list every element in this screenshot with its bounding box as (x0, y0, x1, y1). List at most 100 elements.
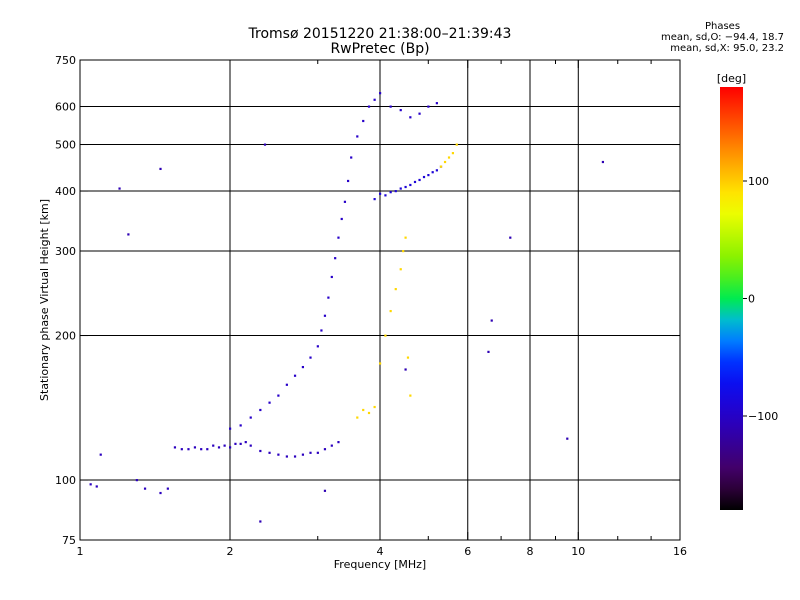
axis-ticks: 1 2 4 6 8 10 16 75 100 200 300 400 500 600 750 (55, 54, 687, 558)
x-tick-label: 10 (571, 545, 585, 558)
data-point-low-E-layer (234, 442, 237, 445)
data-point-X-mode-trace (439, 165, 443, 168)
data-point-F-layer-trace (418, 112, 421, 115)
data-point-low-E-layer (277, 453, 280, 456)
data-point-F-layer-trace (320, 329, 323, 332)
data-point-low-E-layer (249, 444, 252, 447)
data-point-low-E-layer (200, 448, 203, 451)
y-tick-label: 600 (55, 101, 76, 114)
y-tick-label: 500 (55, 139, 76, 152)
data-point-F-layer-cusp (427, 173, 430, 177)
data-point-low-E-layer (212, 444, 215, 447)
data-point-low-E-layer (244, 441, 247, 444)
data-point-F-layer-trace (343, 200, 347, 203)
colorbar-label: [deg] (717, 72, 746, 85)
data-point-F-layer-trace (350, 156, 353, 159)
data-point-outliers (127, 233, 130, 236)
colorbar-tick-label: 100 (748, 175, 769, 188)
y-tick-label: 75 (62, 534, 76, 547)
data-point-F-layer-trace (389, 105, 392, 108)
data-point-F-layer-trace (340, 217, 343, 221)
y-tick-label: 400 (55, 185, 76, 198)
data-point-F-layer-trace (323, 314, 327, 317)
data-point-low-E-layer (99, 453, 102, 456)
x-tick-label: 2 (227, 545, 234, 558)
data-point-X-mode-trace (404, 236, 407, 239)
data-point-outliers (490, 319, 493, 322)
data-point-low-E-layer (180, 448, 183, 451)
data-point-F-layer-cusp (404, 185, 407, 189)
data-point-F-layer-trace (229, 427, 232, 430)
data-point-outliers (118, 187, 121, 190)
scatter-points (89, 92, 605, 523)
phases-box: Phases mean, sd,O: −94.4, 18.7 mean, sd,… (661, 21, 784, 54)
x-tick-label: 16 (673, 545, 687, 558)
data-point-F-layer-cusp (422, 175, 426, 179)
chart-title: Tromsø 20151220 21:38:00–21:39:43 (248, 26, 512, 42)
data-point-F-layer-cusp (431, 171, 434, 174)
data-point-F-layer-trace (259, 408, 262, 412)
data-point-X-mode-trace (367, 411, 371, 415)
data-point-F-layer-trace (239, 424, 242, 427)
data-point-low-E-layer (193, 446, 197, 449)
y-tick-label: 300 (55, 245, 76, 258)
data-point-low-E-layer (309, 451, 312, 454)
data-point-F-layer-trace (427, 105, 430, 108)
data-point-F-layer-cusp (418, 178, 421, 182)
data-point-F-layer-cusp (409, 183, 412, 187)
data-point-F-layer-trace (373, 98, 376, 101)
data-point-X-mode-trace (373, 405, 376, 409)
phases-x-stat: mean, sd,X: 95.0, 23.2 (670, 43, 784, 54)
data-point-F-layer-trace (409, 116, 412, 119)
data-point-X-mode-trace (409, 394, 412, 397)
data-point-X-mode-trace (394, 288, 397, 291)
data-point-outliers (566, 437, 569, 440)
data-point-low-E-layer (229, 446, 232, 449)
phases-title: Phases (704, 21, 741, 32)
data-point-F-layer-trace (268, 401, 271, 404)
data-point-F-layer-trace (356, 135, 359, 138)
data-point-X-mode-trace (384, 334, 387, 337)
data-point-low-E-layer (173, 446, 177, 449)
data-point-F-layer-cusp (379, 192, 382, 195)
data-point-low-E-layer (337, 441, 340, 444)
data-point-F-layer-trace (346, 179, 350, 183)
data-point-F-layer-trace (399, 109, 402, 112)
colorbar-gradient (720, 87, 743, 510)
y-tick-label: 100 (55, 474, 76, 487)
data-point-F-layer-cusp (394, 190, 397, 193)
data-point-low-E-layer (268, 451, 271, 454)
data-point-low-E-layer (330, 444, 333, 447)
data-point-outliers (509, 236, 512, 239)
data-point-X-mode-trace (447, 156, 451, 159)
data-point-low-E-layer (135, 479, 138, 482)
data-point-outliers (404, 368, 407, 371)
data-point-outliers (159, 167, 162, 171)
data-point-X-mode-trace (389, 309, 392, 313)
data-point-low-E-layer (217, 446, 221, 449)
phases-o-stat: mean, sd,O: −94.4, 18.7 (661, 32, 784, 43)
data-point-outliers (487, 350, 490, 353)
data-point-F-layer-cusp (373, 198, 376, 201)
data-point-F-layer-cusp (384, 194, 387, 197)
data-point-low-E-layer (187, 448, 190, 451)
y-tick-label: 200 (55, 330, 76, 343)
data-point-low-E-layer (89, 483, 92, 486)
data-point-low-E-layer (159, 491, 162, 495)
data-point-X-mode-trace (402, 250, 405, 253)
data-point-F-layer-trace (435, 102, 438, 105)
data-point-F-layer-trace (379, 92, 382, 95)
data-point-F-layer-trace (337, 236, 340, 239)
x-tick-label: 8 (527, 545, 534, 558)
data-point-low-E-layer (285, 455, 288, 458)
data-point-F-layer-trace (293, 374, 297, 377)
data-point-F-layer-trace (334, 257, 337, 260)
data-point-low-E-layer (301, 453, 305, 456)
data-point-F-layer-trace (285, 383, 288, 386)
colorbar-tick-label: −100 (748, 410, 778, 423)
data-point-F-layer-trace (301, 365, 305, 369)
data-point-F-layer-cusp (399, 187, 402, 190)
data-point-F-layer-trace (277, 394, 280, 397)
data-point-X-mode-trace (356, 416, 359, 419)
